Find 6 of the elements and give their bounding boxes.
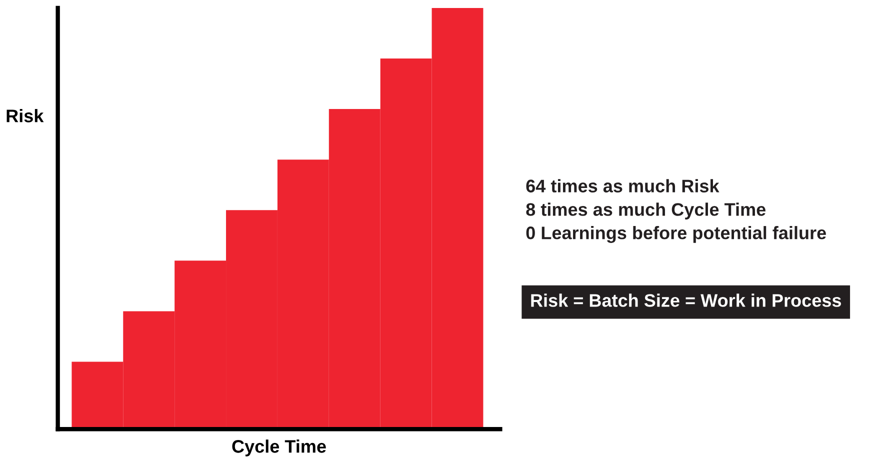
text: 0 Learnings before potential failure <box>526 226 826 243</box>
text: 64 times as much Risk <box>526 179 720 192</box>
text: 8 times as much Cycle Time <box>526 202 766 220</box>
y-axis-title: Risk <box>6 109 44 122</box>
text: Risk = Batch Size = Work in Process <box>531 294 842 307</box>
x-axis-title: Cycle Time <box>232 440 326 456</box>
